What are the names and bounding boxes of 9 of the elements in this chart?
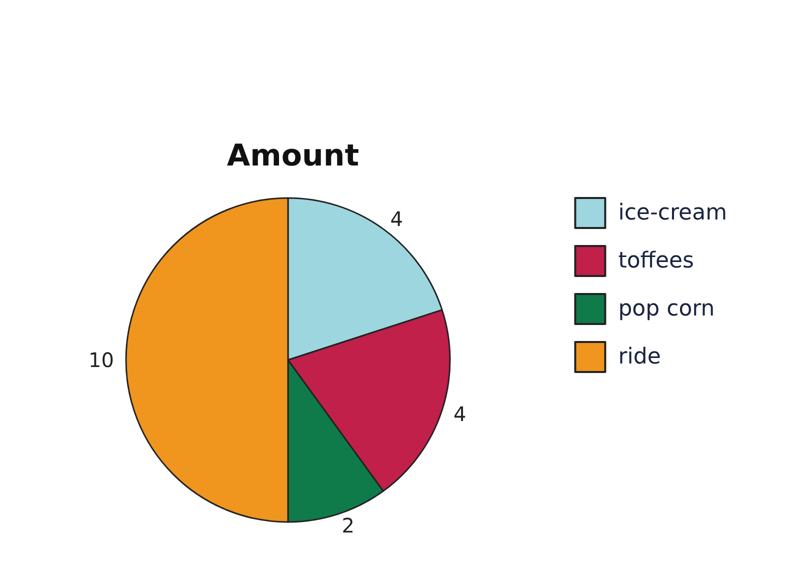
- legend-label: toffees: [618, 248, 694, 274]
- data-label: 10: [88, 348, 114, 372]
- legend-label: ride: [618, 344, 661, 370]
- chart-title: Amount: [226, 138, 360, 174]
- data-label: 2: [342, 513, 355, 538]
- legend-label: pop corn: [618, 296, 715, 322]
- data-label: 4: [453, 402, 466, 426]
- data-label: 4: [390, 207, 404, 232]
- legend-label: ice-cream: [618, 200, 728, 226]
